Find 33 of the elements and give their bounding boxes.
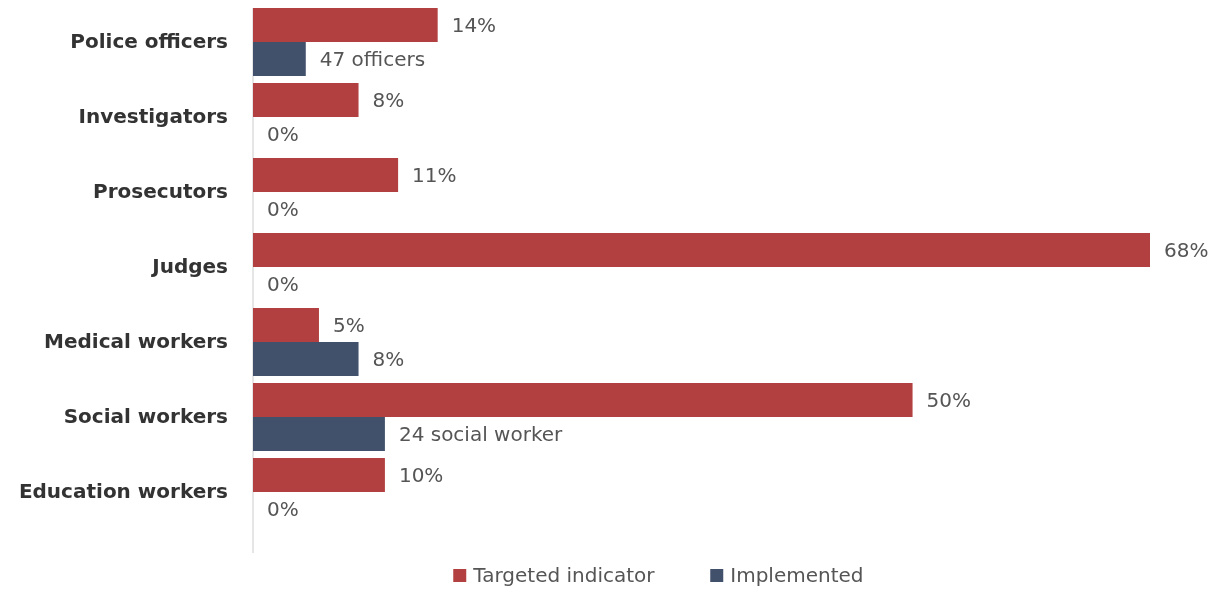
bar xyxy=(253,417,385,451)
bar xyxy=(253,158,399,192)
y-tick-label: Judges xyxy=(150,254,228,278)
data-label: 8% xyxy=(372,88,405,112)
data-label: 0% xyxy=(267,272,299,296)
y-tick-label: Medical workers xyxy=(44,329,228,353)
bar xyxy=(253,458,385,492)
bar xyxy=(253,342,359,376)
y-tick-label: Social workers xyxy=(63,404,228,428)
bar xyxy=(253,308,319,342)
data-label: 11% xyxy=(412,163,457,187)
legend-label: Targeted indicator xyxy=(472,563,656,587)
data-label: 68% xyxy=(1164,238,1209,262)
bar xyxy=(253,83,359,117)
legend-label: Implemented xyxy=(730,563,864,587)
data-label: 8% xyxy=(372,347,405,371)
data-label: 0% xyxy=(267,197,299,221)
y-tick-label: Prosecutors xyxy=(93,179,228,203)
bar xyxy=(253,383,913,417)
data-label: 10% xyxy=(398,463,444,487)
data-label: 0% xyxy=(267,497,299,521)
data-label: 14% xyxy=(451,13,497,37)
y-tick-label: Police officers xyxy=(70,29,228,53)
y-tick-label: Investigators xyxy=(78,104,228,128)
bar xyxy=(253,233,1150,267)
bar xyxy=(253,8,438,42)
y-tick-label: Education workers xyxy=(18,479,228,503)
data-label: 5% xyxy=(332,313,365,337)
bar xyxy=(253,42,306,76)
annotation: 47 officers xyxy=(319,47,426,71)
data-label: 0% xyxy=(267,122,299,146)
data-label: 50% xyxy=(926,388,972,412)
annotation: 24 social worker xyxy=(398,422,564,446)
